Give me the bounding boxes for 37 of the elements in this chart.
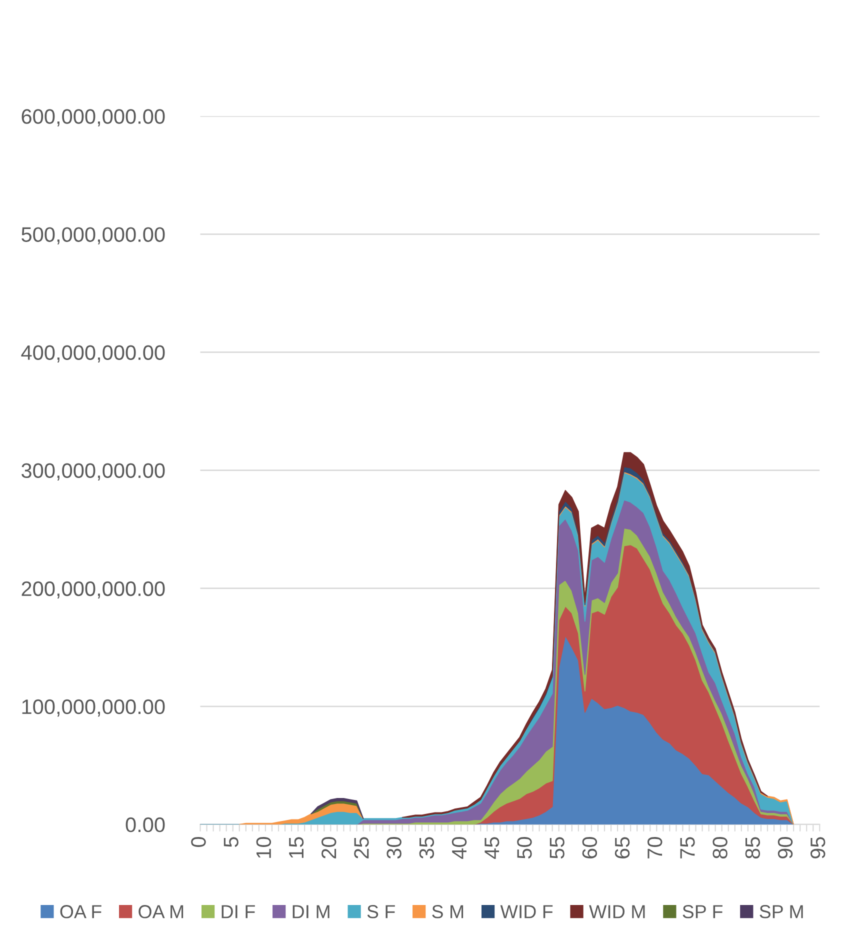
y-tick-label: 0.00 [126,817,165,832]
legend-label: S M [432,905,464,918]
x-tick-label: 80 [712,837,728,859]
legend-label: OA M [138,905,184,918]
x-tick-label: 5 [224,837,238,847]
y-tick-label: 200,000,000.00 [22,581,165,599]
y-tick-label: 100,000,000.00 [22,699,165,717]
x-tick-label: 95 [810,837,826,858]
x-tick-label: 10 [256,837,272,858]
legend-label: SP M [760,905,803,918]
x-tick-label: 15 [289,837,304,858]
x-tick-label: 70 [647,837,662,858]
x-tick-label: 25 [354,837,369,858]
x-tick-label: 20 [322,837,336,858]
y-tick-label: 500,000,000.00 [22,227,165,244]
x-tick-label: 45 [484,837,500,859]
x-tick-label: 50 [517,837,532,859]
legend-label: DI F [222,905,255,918]
legend-label: WID M [589,905,645,918]
x-tick-label: 90 [778,837,793,858]
x-tick-label: 85 [745,837,760,859]
y-tick-label: 400,000,000.00 [21,345,165,362]
legend-label: OA F [60,905,102,918]
legend-label: DI M [292,905,330,918]
legend-label: S F [367,905,395,918]
x-tick-label: 0 [191,837,206,848]
x-tick-label: 35 [419,837,434,859]
legend-label: WID F [500,905,553,918]
y-tick-label: 300,000,000.00 [22,463,165,481]
x-tick-label: 75 [680,837,695,858]
x-tick-label: 30 [386,837,402,859]
x-tick-label: 40 [452,837,467,859]
x-tick-label: 65 [614,837,630,858]
x-tick-label: 55 [550,837,564,859]
x-tick-label: 60 [582,837,598,858]
y-tick-label: 600,000,000.00 [22,109,165,126]
legend-label: SP F [682,905,722,918]
